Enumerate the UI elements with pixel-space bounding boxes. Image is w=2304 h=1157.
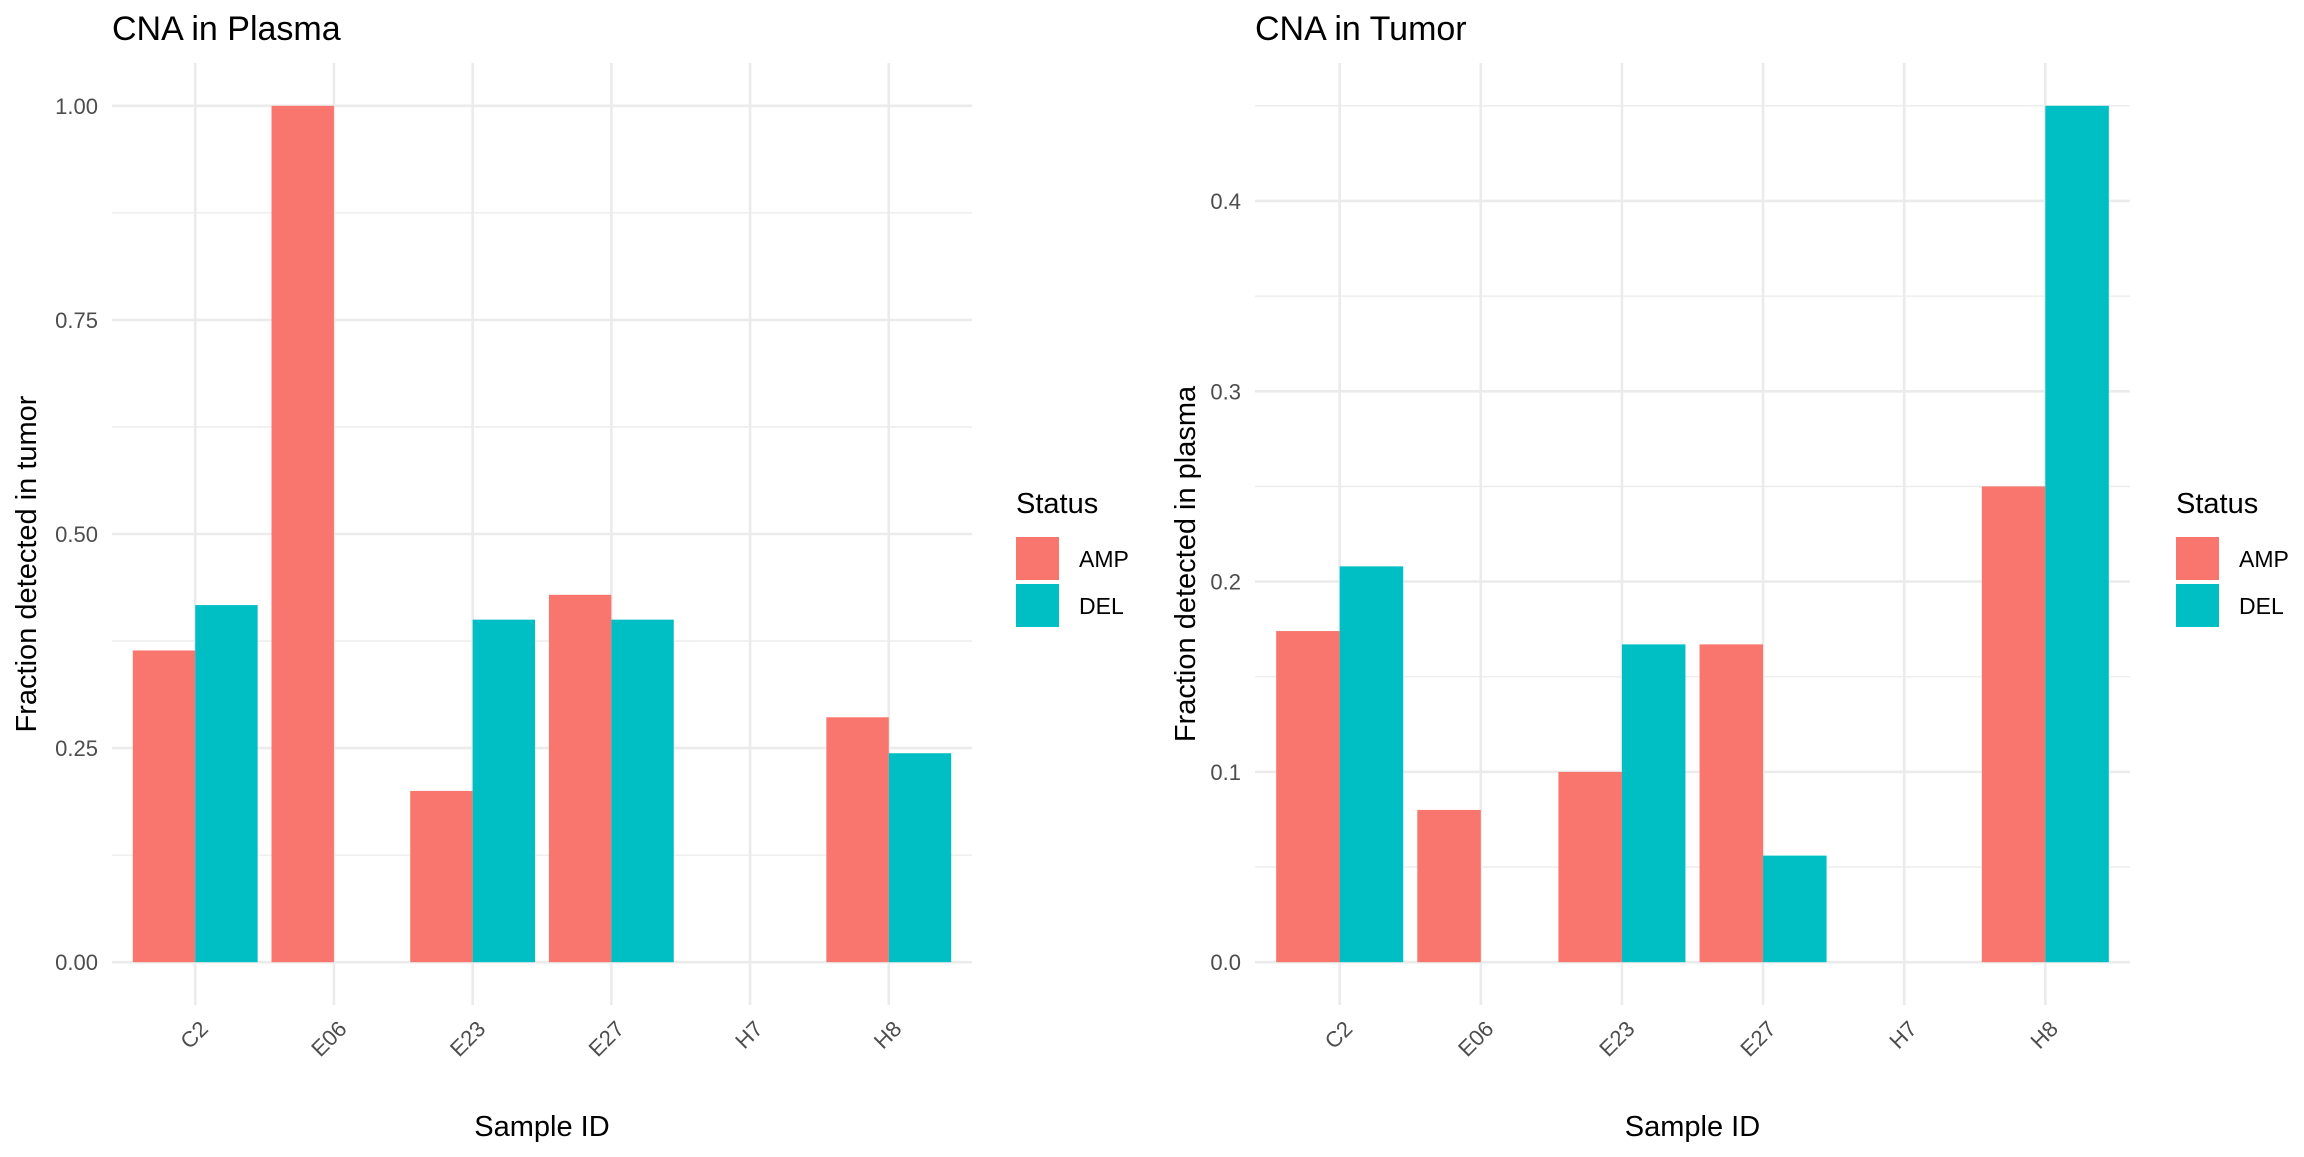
legend-label-del: DEL [2239,593,2284,619]
y-tick-label: 0.00 [55,950,98,975]
x-tick-label: H7 [1884,1016,1922,1054]
x-axis-title: Sample ID [1625,1111,1760,1143]
bar-amp-e23 [1558,771,1622,963]
bar-amp-c2 [132,650,196,963]
chart-title: CNA in Plasma [112,10,341,48]
x-tick-label: E27 [1735,1016,1780,1061]
y-axis-title: Fraction detected in plasma [1170,385,1202,742]
y-tick-label: 0.75 [55,308,98,333]
bar-del-c2 [1339,566,1404,963]
bar-amp-e06 [1417,809,1481,963]
legend-title: Status [1016,488,1098,520]
legend-label-del: DEL [1079,593,1124,619]
bar-del-e23 [472,619,536,963]
x-axis-title: Sample ID [474,1111,609,1143]
legend-swatch-del [2176,584,2219,627]
x-tick-label: H8 [869,1016,907,1054]
x-tick-label: H7 [730,1016,768,1054]
bar-amp-c2 [1276,631,1340,963]
y-tick-label: 0.0 [1210,950,1241,975]
legend-swatch-del [1016,584,1059,627]
chart-panel-2: 0.0 0.1 0.2 0.3 0.4 C2 E06 E23 E27 H7 H8 CNA in Tum… [1170,10,2289,1143]
x-tick-label: H8 [2025,1016,2063,1054]
legend: Status AMP DEL [1016,488,1129,627]
bar-del-h8 [888,753,952,963]
legend-swatch-amp [1016,537,1059,580]
bar-del-e27 [1763,855,1827,963]
y-tick-label: 0.3 [1210,379,1241,404]
bar-amp-e06 [271,105,334,963]
y-tick-label: 0.25 [55,736,98,761]
x-tick-label: C2 [175,1016,213,1054]
x-tick-label: E23 [1594,1016,1639,1061]
bar-amp-e27 [548,594,612,963]
bar-del-e23 [1621,644,1686,963]
bar-del-c2 [195,605,258,963]
x-tick-label: E27 [584,1016,629,1061]
bar-del-h8 [2045,105,2109,963]
legend-label-amp: AMP [1079,546,1129,572]
bar-amp-h8 [826,717,889,963]
legend-title: Status [2176,488,2258,520]
legend-swatch-amp [2176,537,2219,580]
x-tick-label: E23 [445,1016,490,1061]
legend-label-amp: AMP [2239,546,2289,572]
y-axis-title: Fraction detected in tumor [11,395,43,732]
bar-amp-e23 [410,790,473,963]
x-tick-label: C2 [1320,1016,1358,1054]
bar-amp-e27 [1699,644,1764,963]
x-tick-label: E06 [306,1016,351,1061]
y-tick-label: 0.4 [1210,189,1241,214]
y-tick-label: 1.00 [55,94,98,119]
y-tick-label: 0.1 [1210,760,1241,785]
bar-amp-h8 [1981,486,2046,963]
y-tick-label: 0.50 [55,522,98,547]
legend: Status AMP DEL [2176,488,2289,627]
bar-del-e27 [611,619,674,963]
chart-title: CNA in Tumor [1255,10,1467,48]
chart-panel-1: 0.00 0.25 0.50 0.75 1.00 C2 E06 E23 E27 H7 H8 CNA i… [11,10,1129,1143]
x-tick-label: E06 [1453,1016,1498,1061]
y-tick-label: 0.2 [1210,570,1241,595]
